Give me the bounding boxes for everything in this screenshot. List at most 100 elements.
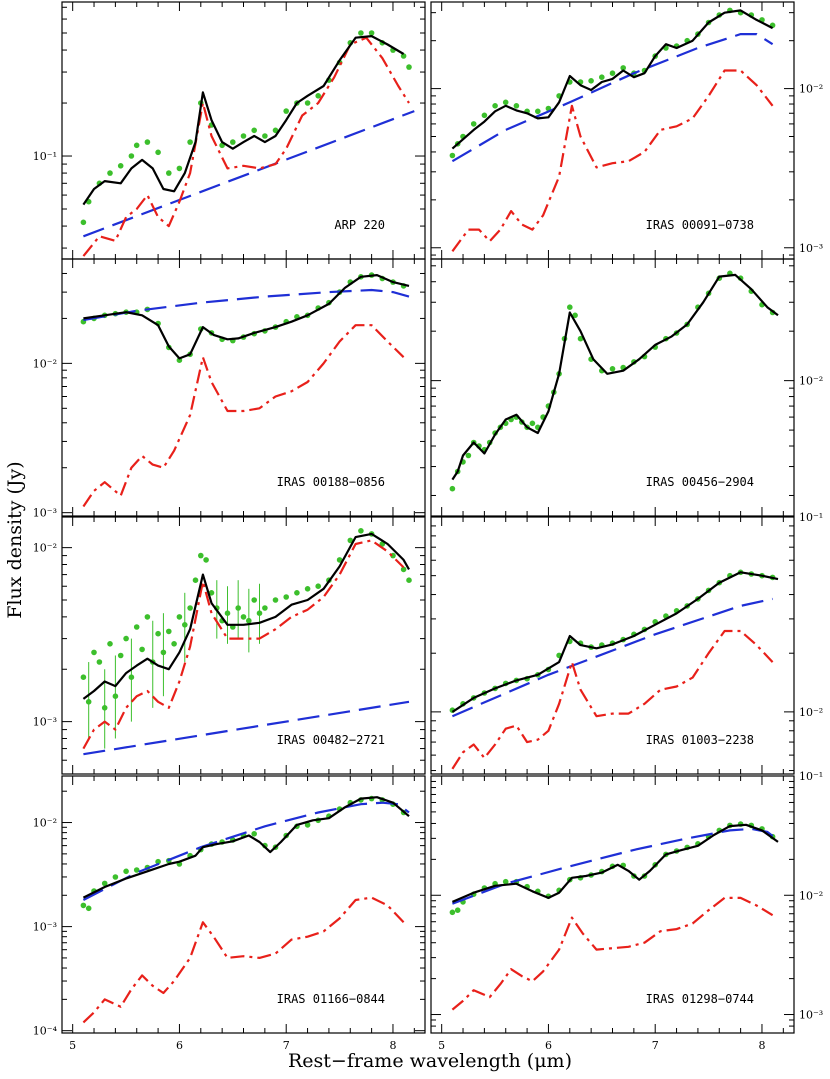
data-point: [304, 586, 311, 592]
panel-label: IRAS 00188−0856: [277, 475, 385, 489]
data-point: [492, 103, 498, 109]
data-point: [198, 552, 204, 559]
total-fit-line: [451, 273, 779, 481]
data-point: [80, 219, 87, 226]
data-point: [535, 108, 541, 115]
data-point: [347, 537, 354, 544]
panel-2: 10⁻³ 10⁻² IRAS 00091−0738: [430, 1, 823, 260]
data-point: [112, 874, 119, 880]
data-point: [80, 902, 87, 909]
y-tick-label: 10⁻³: [33, 507, 57, 520]
panel-5: 10⁻³ 10⁻² IRAS 00482−2721: [33, 516, 426, 775]
x-tick-label: 6: [545, 1039, 552, 1052]
panel-label: IRAS 00091−0738: [646, 218, 754, 232]
data-point: [465, 452, 472, 459]
data-point: [294, 590, 300, 596]
data-point: [192, 577, 199, 583]
data-point: [128, 674, 135, 680]
data-point: [176, 165, 183, 172]
data-point: [123, 635, 129, 642]
data-point: [577, 335, 584, 342]
continuum-line: [83, 700, 410, 756]
data-point: [101, 880, 108, 887]
data-point: [155, 858, 161, 865]
data-point: [256, 610, 263, 616]
plot-area: [449, 7, 776, 252]
continuum-line: [451, 597, 773, 718]
data-point: [144, 614, 151, 620]
data-point: [454, 907, 461, 913]
data-point: [400, 566, 407, 573]
data-point: [144, 139, 151, 145]
panel-label: IRAS 00482−2721: [277, 733, 385, 747]
data-point: [133, 867, 140, 873]
panel-8: 10⁻³ 10⁻² 10⁻¹ IRAS 01298−0744 5 6 7 8: [430, 770, 823, 1052]
total-fit-line: [83, 274, 410, 360]
plot-area: [449, 270, 779, 492]
data-point: [166, 170, 172, 176]
data-point: [283, 594, 290, 600]
data-point: [230, 139, 236, 145]
y-tick-label: 10⁻⁴: [33, 1025, 58, 1038]
x-axis-title: Rest−frame wavelength (μm): [288, 1050, 572, 1072]
data-point: [449, 909, 456, 916]
data-point: [91, 649, 97, 656]
data-point: [620, 65, 626, 71]
data-point: [481, 112, 488, 119]
panel-label: IRAS 01298−0744: [646, 992, 754, 1006]
panel-1: 10⁻¹ ARP 220: [33, 1, 426, 260]
data-point: [235, 605, 241, 611]
data-point: [96, 659, 103, 665]
data-point: [599, 74, 605, 80]
data-point: [251, 831, 257, 837]
y-tick-label: 10⁻¹: [799, 770, 823, 783]
plot-area: [449, 569, 779, 770]
panel-3: 10⁻³ 10⁻² IRAS 00188−0856: [33, 258, 426, 520]
data-point: [513, 103, 520, 109]
y-tick-label: 10⁻¹: [799, 511, 823, 524]
panel-label: ARP 220: [334, 218, 385, 232]
y-tick-label: 10⁻²: [799, 889, 823, 902]
data-point: [272, 597, 279, 603]
x-tick-label: 6: [176, 1039, 183, 1052]
data-point: [449, 152, 456, 159]
continuum-line: [451, 32, 774, 163]
data-point: [502, 878, 509, 885]
pah-line: [451, 629, 774, 770]
data-point: [315, 93, 322, 99]
panel-label: IRAS 00456−2904: [646, 475, 754, 489]
total-fit-line: [451, 823, 779, 903]
pah-line: [82, 324, 405, 508]
data-point: [470, 121, 477, 127]
data-point: [176, 614, 183, 620]
y-tick-label: 10⁻³: [33, 921, 57, 934]
data-point: [117, 652, 124, 659]
data-point: [85, 905, 92, 912]
panel-7: 10⁻⁴ 10⁻³ 10⁻² IRAS 01166−0844 5 6 7 8: [33, 775, 426, 1052]
data-point: [187, 139, 193, 145]
data-point: [567, 304, 573, 311]
data-point: [609, 70, 616, 76]
continuum-line: [83, 288, 410, 322]
y-tick-label: 10⁻³: [799, 1009, 823, 1022]
data-point: [588, 78, 594, 84]
data-point: [400, 53, 407, 59]
data-point: [262, 605, 268, 611]
data-point: [133, 624, 140, 630]
data-point: [336, 557, 343, 563]
data-point: [182, 622, 188, 628]
data-point: [283, 108, 290, 114]
x-tick-label: 5: [438, 1039, 445, 1052]
data-point: [358, 30, 364, 36]
x-tick-label: 5: [69, 1039, 76, 1052]
y-axis-title: Flux density (Jy): [4, 461, 26, 618]
data-point: [80, 674, 87, 680]
total-fit-line: [451, 9, 774, 150]
data-point: [572, 312, 578, 319]
panel-label: IRAS 01003−2238: [646, 733, 754, 747]
y-tick-label: 10⁻²: [799, 83, 823, 96]
continuum-line: [82, 801, 410, 901]
data-point: [251, 127, 257, 134]
data-point: [224, 610, 231, 616]
